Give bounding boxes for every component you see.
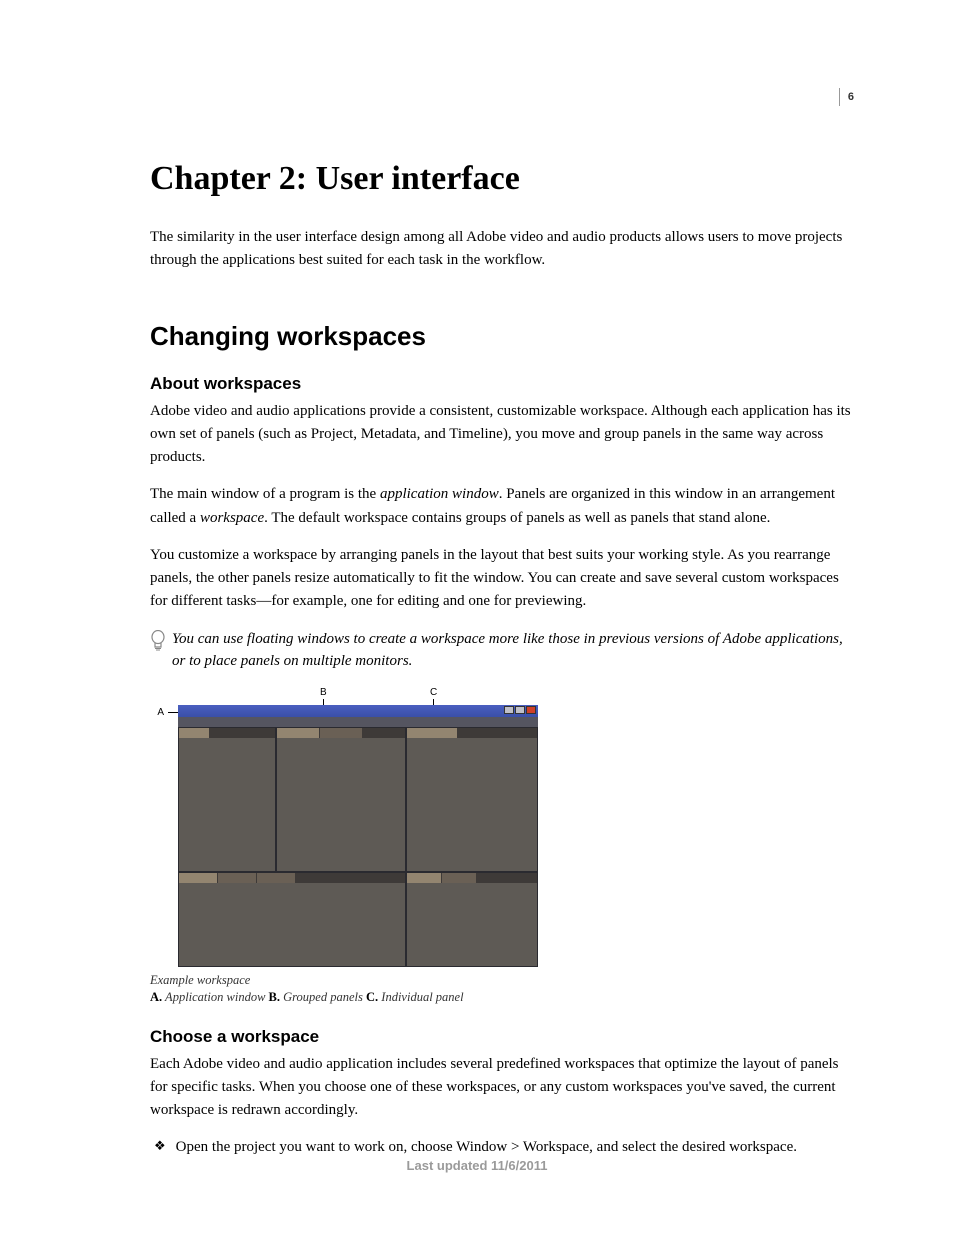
legend-b-key: B. [269, 990, 280, 1004]
figure-caption-title: Example workspace [150, 973, 854, 988]
panel-tab [407, 873, 441, 883]
page: 6 Chapter 2: User interface The similari… [0, 0, 954, 1235]
panel-tab [218, 873, 256, 883]
panel-tab [320, 728, 362, 738]
subsection-about: About workspaces [150, 374, 854, 394]
panel-tab [179, 728, 209, 738]
figure-workspace: B C A [150, 687, 854, 1005]
legend-b-val: Grouped panels [280, 990, 366, 1004]
intro-paragraph: The similarity in the user interface des… [150, 226, 854, 273]
panel-bottom-right [406, 872, 538, 967]
panel-bottom-left [178, 872, 406, 967]
about-p3: You customize a workspace by arranging p… [150, 544, 854, 614]
callout-line-a [168, 712, 178, 713]
legend-c-key: C. [366, 990, 378, 1004]
about-p2-a: The main window of a program is the [150, 486, 380, 502]
panel-tabbar [179, 873, 405, 883]
panel-tab [442, 873, 476, 883]
panel-tab [277, 728, 319, 738]
panel-top-right [406, 727, 538, 872]
maximize-icon [515, 706, 525, 714]
window-controls [504, 706, 536, 714]
panel-tab [257, 873, 295, 883]
about-p2: The main window of a program is the appl… [150, 483, 854, 530]
panel-tab [179, 873, 217, 883]
about-p2-c: . The default workspace contains groups … [264, 510, 770, 526]
bullet-item: ❖ Open the project you want to work on, … [150, 1136, 854, 1159]
chapter-title: Chapter 2: User interface [150, 160, 854, 198]
subsection-choose: Choose a workspace [150, 1027, 854, 1047]
tip-text: You can use floating windows to create a… [172, 628, 854, 673]
choose-p1: Each Adobe video and audio application i… [150, 1053, 854, 1123]
window-menubar [178, 717, 538, 727]
panel-top-left [178, 727, 276, 872]
figure-label-c: C [430, 687, 437, 698]
term-application-window: application window [380, 486, 499, 502]
window-titlebar [178, 705, 538, 717]
section-heading: Changing workspaces [150, 321, 854, 352]
panel-tabbar [277, 728, 405, 738]
workspace-top-row [178, 727, 538, 872]
figure-label-b: B [320, 687, 327, 698]
workspace-bottom-row [178, 872, 538, 967]
panel-tabbar [407, 873, 537, 883]
page-number-wrap: 6 [839, 88, 854, 106]
figure-caption-legend: A. Application window B. Grouped panels … [150, 990, 854, 1005]
figure-row: A [150, 705, 854, 967]
bullet-icon: ❖ [154, 1138, 166, 1154]
about-p1: Adobe video and audio applications provi… [150, 400, 854, 470]
legend-a-val: Application window [162, 990, 268, 1004]
term-workspace: workspace [200, 510, 264, 526]
figure-label-a: A [150, 707, 164, 718]
panel-tab [407, 728, 457, 738]
tip-block: You can use floating windows to create a… [150, 628, 854, 673]
lightbulb-icon [150, 630, 166, 657]
panel-top-mid [276, 727, 406, 872]
close-icon [526, 706, 536, 714]
page-footer: Last updated 11/6/2011 [0, 1158, 954, 1173]
figure-top-labels: B C [150, 687, 854, 705]
panel-tabbar [407, 728, 537, 738]
page-number: 6 [848, 91, 854, 103]
legend-c-val: Individual panel [378, 990, 463, 1004]
legend-a-key: A. [150, 990, 162, 1004]
bullet-text: Open the project you want to work on, ch… [176, 1136, 797, 1159]
panel-tabbar [179, 728, 275, 738]
minimize-icon [504, 706, 514, 714]
workspace-mock [178, 705, 538, 967]
